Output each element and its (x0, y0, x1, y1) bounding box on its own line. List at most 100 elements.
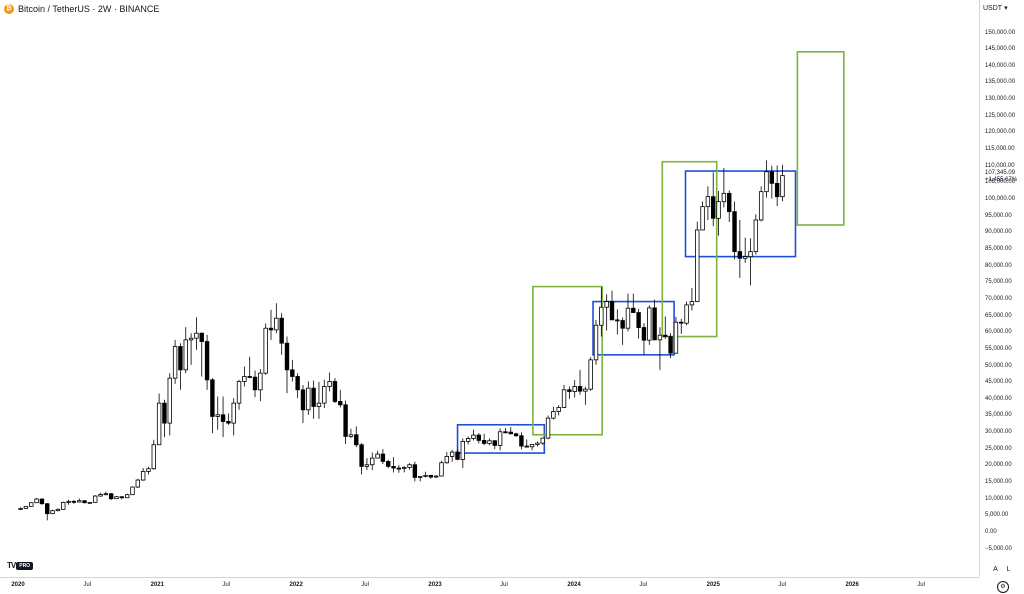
candle-body-down (577, 386, 583, 392)
candle (647, 305, 652, 345)
candle-body-down (711, 196, 716, 219)
candle (711, 172, 716, 227)
candle (375, 450, 380, 459)
candle (391, 457, 396, 473)
candle-body-up (77, 500, 82, 503)
candle (465, 436, 471, 445)
candle-body-up (242, 376, 247, 382)
candle-body-up (135, 479, 141, 488)
candle (620, 317, 625, 345)
candle-body-down (204, 341, 210, 381)
candle-body-up (417, 475, 423, 478)
tradingview-logo[interactable]: TV PRO (7, 561, 34, 570)
candle-body-down (663, 334, 668, 337)
candle-body-down (567, 389, 572, 392)
candle (263, 323, 268, 375)
candle-body-down (508, 431, 513, 435)
candle (316, 381, 322, 419)
price-tick-label: 145,000.00 (985, 46, 1016, 53)
candle-body-up (625, 307, 631, 329)
price-tick-label: 130,000.00 (985, 96, 1016, 103)
price-tick-label: 40,000.00 (985, 395, 1012, 402)
auto-scale-button[interactable]: A (993, 566, 998, 573)
candle (556, 405, 561, 416)
price-tick-label: 5,000.00 (985, 512, 1009, 519)
candle (545, 415, 551, 440)
candle (135, 478, 141, 489)
candle-body-down (636, 312, 641, 328)
candle-body-down (268, 327, 274, 331)
time-tick-label: Jul (778, 582, 786, 588)
candle-body-up (758, 191, 764, 221)
settings-icon[interactable]: ⚙ (997, 581, 1009, 593)
candle (780, 164, 785, 202)
currency-selector[interactable]: USDT ▾ (983, 4, 1008, 13)
candle (258, 369, 263, 402)
candles-layer (18, 160, 785, 521)
chevron-down-icon: ▾ (1004, 5, 1008, 12)
candle-body-up (471, 434, 476, 439)
candle-body-up (604, 301, 609, 308)
candle-body-up (444, 456, 450, 464)
range-rectangle-6[interactable] (796, 51, 845, 226)
candle (146, 466, 151, 475)
price-tick-label: 55,000.00 (985, 345, 1012, 352)
candle (503, 428, 508, 434)
candle-body-down (338, 401, 343, 406)
candle-body-down (290, 369, 295, 377)
candle-body-up (258, 372, 263, 391)
candle (140, 468, 146, 481)
candle (428, 474, 434, 479)
candle-body-up (18, 507, 23, 510)
price-tick-label: 85,000.00 (985, 245, 1012, 252)
candle (439, 460, 444, 477)
candle (290, 359, 295, 382)
candle-body-down (641, 327, 647, 341)
candle (242, 366, 247, 387)
candle-body-down (668, 336, 673, 354)
candle (407, 463, 412, 470)
candle (50, 509, 55, 515)
time-tick-label: Jul (639, 582, 648, 588)
log-scale-button[interactable]: L (1006, 566, 1011, 573)
candlestick-chart[interactable] (0, 0, 979, 577)
price-tick-label: 80,000.00 (985, 262, 1012, 269)
price-tick-label: 150,000.00 (985, 29, 1016, 36)
candle-body-up (87, 501, 93, 504)
candle (247, 356, 252, 379)
candle-body-down (513, 433, 519, 437)
candle (732, 201, 737, 260)
candle (327, 372, 332, 392)
candle-body-down (199, 332, 204, 342)
time-tick-label: 2020 (11, 582, 25, 588)
candle-body-up (742, 256, 748, 259)
candle (183, 327, 188, 374)
candle-body-up (167, 377, 172, 424)
candle (162, 399, 167, 438)
candle-body-up (375, 453, 380, 459)
price-tick-label: 10,000.00 (985, 495, 1012, 502)
time-axis[interactable] (0, 577, 979, 594)
candle-body-down (359, 444, 364, 467)
candle (311, 380, 316, 419)
symbol-title[interactable]: Bitcoin / TetherUS · 2W · BINANCE (18, 4, 160, 14)
price-tick-label: 60,000.00 (985, 329, 1012, 336)
range-rectangle-4[interactable] (532, 285, 603, 436)
candle (684, 301, 689, 326)
candle-body-down (354, 434, 359, 446)
candle (29, 502, 34, 507)
price-tick-label: 45,000.00 (985, 379, 1012, 386)
price-axis[interactable] (979, 0, 1024, 577)
range-rectangle-5[interactable] (661, 160, 718, 338)
candle-body-down (220, 414, 226, 422)
price-tick-label: 25,000.00 (985, 445, 1012, 452)
candle (322, 379, 327, 409)
price-tick-label: 35,000.00 (985, 412, 1012, 419)
candle-body-up (780, 175, 785, 198)
candle (124, 493, 130, 499)
candle-body-up (753, 219, 759, 253)
candle (343, 400, 348, 445)
candle (668, 333, 673, 359)
candle (396, 465, 402, 473)
candle-body-down (178, 346, 183, 371)
